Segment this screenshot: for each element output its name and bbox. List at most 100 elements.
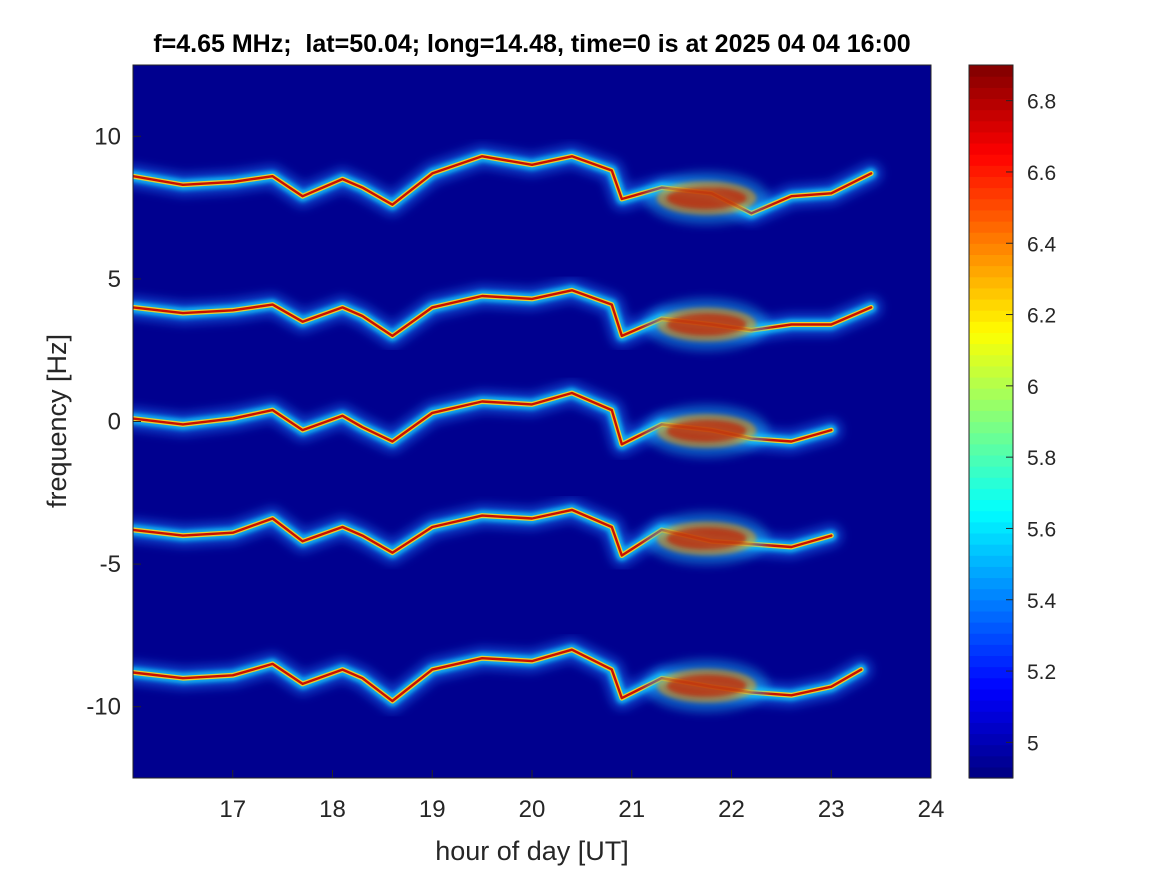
echo-trace: [133, 145, 883, 225]
colorbar-swatch: [969, 655, 1013, 668]
colorbar-swatch: [969, 176, 1013, 189]
x-tick-label: 20: [519, 796, 546, 823]
colorbar-swatch: [969, 187, 1013, 200]
colorbar-swatch: [969, 87, 1013, 100]
colorbar-swatch: [969, 488, 1013, 501]
colorbar-swatch: [969, 232, 1013, 244]
colorbar-swatch: [969, 432, 1013, 445]
colorbar-swatch: [969, 588, 1013, 601]
colorbar-swatch: [969, 65, 1013, 77]
colorbar: 6.8 6.6 6.4 6.2 6 5.8 5.6 5.4 5.2 5: [968, 64, 1057, 779]
colorbar-swatch: [969, 622, 1013, 634]
colorbar-tick-label: 5.6: [1027, 518, 1056, 541]
colorbar-tick-label: 6: [1027, 376, 1039, 399]
colorbar-tick-label: 5.8: [1027, 447, 1056, 470]
colorbar-swatch: [969, 599, 1013, 612]
spread-echo-core: [666, 674, 747, 697]
colorbar-swatch: [969, 443, 1013, 456]
spread-echo-core: [666, 527, 747, 550]
colorbar-swatch: [969, 711, 1013, 723]
y-tick-label: -10: [86, 694, 121, 721]
colorbar-tick-label: 6.6: [1027, 162, 1056, 185]
colorbar-swatch: [969, 477, 1013, 489]
x-tick-label: 19: [419, 796, 446, 823]
colorbar-swatch: [969, 421, 1013, 434]
x-tick-label: 21: [618, 796, 645, 823]
echo-trace: [133, 279, 883, 351]
colorbar-swatch: [969, 466, 1013, 478]
colorbar-swatch: [969, 521, 1013, 534]
colorbar-swatch: [969, 644, 1013, 657]
spread-echo-core: [666, 420, 747, 443]
y-tick-label: 0: [108, 409, 121, 436]
colorbar-swatch: [969, 310, 1013, 322]
colorbar-swatch: [969, 254, 1013, 267]
colorbar-tick-label: 5: [1027, 732, 1039, 755]
colorbar-swatch: [969, 555, 1013, 567]
x-tick-label: 23: [818, 796, 845, 823]
y-tick-label: -5: [100, 551, 121, 578]
colorbar-swatch: [969, 243, 1013, 255]
echo-trace: [133, 638, 873, 712]
colorbar-swatch: [969, 365, 1013, 378]
colorbar-swatch: [969, 410, 1013, 423]
colorbar-swatch: [969, 755, 1013, 768]
colorbar-swatch: [969, 688, 1013, 701]
colorbar-swatch: [969, 76, 1013, 88]
colorbar-swatch: [969, 332, 1013, 345]
colorbar-tick-label: 6.4: [1027, 233, 1057, 256]
colorbar-swatch: [969, 499, 1013, 512]
colorbar-swatch: [969, 109, 1013, 122]
y-axis: 10 5 0 -5 -10: [86, 123, 141, 721]
y-axis-label: frequency [Hz]: [42, 334, 72, 508]
colorbar-swatch: [969, 544, 1013, 556]
colorbar-swatch: [969, 577, 1013, 590]
colorbar-swatch: [969, 633, 1013, 645]
chart-title: f=4.65 MHz; lat=50.04; long=14.48, time=…: [153, 30, 910, 58]
colorbar-frame: [968, 64, 1014, 779]
x-tick-label: 18: [319, 796, 346, 823]
colorbar-swatch: [969, 733, 1013, 746]
colorbar-tick-label: 6.2: [1027, 305, 1056, 328]
colorbar-swatch: [969, 399, 1013, 411]
spread-echo-core: [666, 313, 747, 336]
x-axis: 17 18 19 20 21 22 23 24: [219, 770, 944, 823]
plot-area: [133, 145, 883, 712]
colorbar-swatch: [969, 722, 1013, 735]
colorbar-swatch: [969, 510, 1013, 523]
colorbar-swatch: [969, 276, 1013, 289]
colorbar-swatch: [969, 343, 1013, 356]
colorbar-swatch: [969, 321, 1013, 333]
y-tick-label: 5: [108, 266, 121, 293]
colorbar-swatch: [969, 154, 1013, 166]
colorbar-swatch: [969, 744, 1013, 757]
colorbar-swatch: [969, 265, 1013, 278]
colorbar-swatch: [969, 198, 1013, 211]
colorbar-swatch: [969, 287, 1013, 300]
colorbar-tick-label: 5.4: [1027, 590, 1057, 613]
colorbar-swatch: [969, 98, 1013, 111]
colorbar-swatch: [969, 766, 1013, 779]
colorbar-swatch: [969, 700, 1013, 712]
colorbar-swatch: [969, 566, 1013, 579]
x-tick-label: 24: [918, 796, 945, 823]
colorbar-tick-label: 6.8: [1027, 91, 1056, 114]
colorbar-swatch: [969, 209, 1013, 222]
colorbar-swatch: [969, 376, 1013, 389]
x-tick-label: 22: [718, 796, 745, 823]
colorbar-swatch: [969, 388, 1013, 400]
colorbar-swatch: [969, 120, 1013, 133]
colorbar-swatch: [969, 354, 1013, 367]
colorbar-swatch: [969, 298, 1013, 311]
colorbar-swatch: [969, 142, 1013, 155]
colorbar-swatch: [969, 610, 1013, 623]
y-tick-label: 10: [94, 123, 121, 150]
colorbar-swatch: [969, 666, 1013, 679]
x-tick-label: 17: [219, 796, 246, 823]
colorbar-swatch: [969, 454, 1013, 467]
colorbar-swatch: [969, 532, 1013, 545]
echo-trace: [133, 498, 843, 567]
spread-echo-core: [666, 187, 747, 210]
colorbar-swatch: [969, 165, 1013, 178]
